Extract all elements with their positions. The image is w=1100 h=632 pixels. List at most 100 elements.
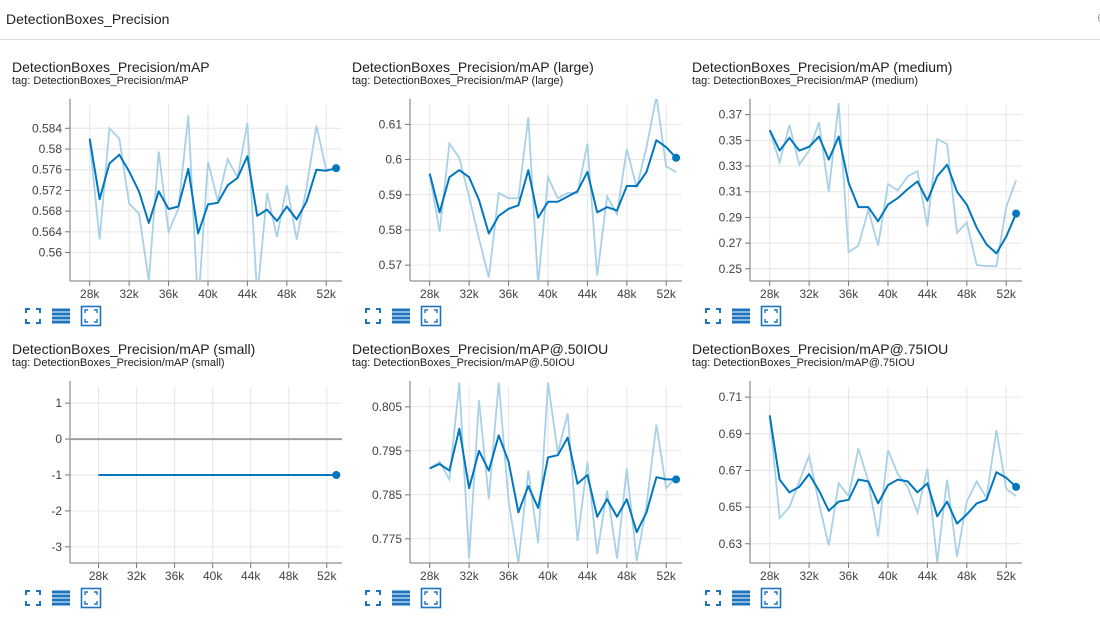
- x-tick-label: 44k: [578, 569, 598, 583]
- chart-card: DetectionBoxes_Precision/mAP@.50IOU tag: …: [352, 341, 682, 623]
- show-data-button[interactable]: [730, 587, 752, 609]
- y-tick-label: 0.27: [719, 236, 743, 250]
- x-tick-label: 52k: [997, 287, 1017, 301]
- expand-chart-button[interactable]: [22, 305, 44, 327]
- list-icon: [392, 308, 410, 324]
- fit-domain-icon: [760, 587, 782, 609]
- fit-domain-icon: [80, 305, 102, 327]
- y-tick-label: 0.67: [719, 463, 743, 477]
- fit-domain-button[interactable]: [80, 587, 102, 609]
- chart-tag: tag: DetectionBoxes_Precision/mAP@.75IOU: [692, 357, 915, 369]
- line-chart[interactable]: 0.57 0.58 0.59 0.6 0.61 28k 32k 36k 40k 44k 48k 52k: [352, 93, 682, 303]
- y-tick-label: 0.805: [372, 400, 402, 414]
- y-tick-label: 0.69: [719, 427, 743, 441]
- y-tick-label: 0.31: [719, 185, 743, 199]
- fit-domain-button[interactable]: [80, 305, 102, 327]
- fit-domain-button[interactable]: [760, 587, 782, 609]
- fullscreen-icon: [705, 308, 721, 324]
- chart-card: DetectionBoxes_Precision/mAP tag: Detecti…: [12, 59, 342, 341]
- line-chart[interactable]: 0.56 0.564 0.568 0.572 0.576 0.58 0.584 28k 32k 3…: [12, 93, 342, 303]
- chart-card: DetectionBoxes_Precision/mAP@.75IOU tag: …: [692, 341, 1022, 623]
- chart-tag: tag: DetectionBoxes_Precision/mAP (large…: [352, 75, 564, 87]
- last-value-marker[interactable]: [332, 164, 341, 173]
- fullscreen-icon: [365, 308, 381, 324]
- fit-domain-button[interactable]: [420, 305, 442, 327]
- fit-domain-button[interactable]: [760, 305, 782, 327]
- x-tick-label: 32k: [799, 287, 819, 301]
- x-tick-label: 32k: [127, 569, 147, 583]
- x-tick-label: 28k: [760, 287, 780, 301]
- x-tick-label: 48k: [617, 287, 637, 301]
- y-tick-label: 0.564: [32, 225, 62, 239]
- last-value-marker[interactable]: [672, 475, 681, 484]
- last-value-marker[interactable]: [672, 153, 681, 162]
- fit-domain-icon: [760, 305, 782, 327]
- y-tick-label: 0.572: [32, 183, 62, 197]
- y-tick-label: 0.6: [385, 153, 402, 167]
- x-tick-label: 32k: [799, 569, 819, 583]
- raw-series-line: [768, 103, 1017, 268]
- y-tick-label: 0.37: [719, 108, 743, 122]
- x-tick-label: 48k: [279, 569, 299, 583]
- plot-area: [768, 103, 1018, 268]
- x-tick-label: 52k: [317, 569, 337, 583]
- fit-domain-icon: [420, 305, 442, 327]
- list-icon: [392, 590, 410, 606]
- expand-chart-button[interactable]: [22, 587, 44, 609]
- fullscreen-icon: [705, 590, 721, 606]
- fit-domain-icon: [80, 587, 102, 609]
- last-value-marker[interactable]: [1012, 482, 1021, 491]
- expand-chart-button[interactable]: [362, 305, 384, 327]
- plot-area: [768, 415, 1017, 563]
- line-chart[interactable]: 0.25 0.27 0.29 0.31 0.33 0.35 0.37 28k 32k 36k 40k…: [692, 93, 1022, 303]
- chart-title: DetectionBoxes_Precision/mAP@.50IOU: [352, 341, 609, 357]
- show-data-button[interactable]: [390, 587, 412, 609]
- y-tick-label: 0.33: [719, 159, 743, 173]
- show-data-button[interactable]: [730, 305, 752, 327]
- raw-series-line: [88, 115, 337, 281]
- x-tick-label: 40k: [878, 569, 898, 583]
- y-tick-label: -1: [51, 468, 62, 482]
- x-tick-label: 36k: [839, 569, 859, 583]
- x-tick-label: 52k: [657, 287, 677, 301]
- show-data-button[interactable]: [50, 305, 72, 327]
- x-tick-label: 52k: [997, 569, 1017, 583]
- fullscreen-icon: [25, 590, 41, 606]
- chart-tag: tag: DetectionBoxes_Precision/mAP (small…: [12, 357, 225, 369]
- last-value-marker[interactable]: [332, 471, 341, 479]
- y-tick-label: 0.57: [379, 258, 403, 272]
- last-value-marker[interactable]: [1012, 209, 1021, 218]
- plot-area: [88, 115, 337, 281]
- x-tick-label: 28k: [420, 569, 440, 583]
- chart-tag: tag: DetectionBoxes_Precision/mAP@.50IOU: [352, 357, 575, 369]
- list-icon: [732, 308, 750, 324]
- expand-chart-button[interactable]: [702, 587, 724, 609]
- x-tick-label: 40k: [538, 287, 558, 301]
- line-chart[interactable]: 0.63 0.65 0.67 0.69 0.71 28k 32k 36k 40k 44k 48k 52…: [692, 375, 1022, 585]
- x-tick-label: 44k: [238, 287, 258, 301]
- line-chart[interactable]: -3 -2 -1 0 1 28k 32k 36k 40k 44k 48k 52k: [12, 375, 342, 585]
- smoothed-series-line: [429, 427, 677, 534]
- fit-domain-button[interactable]: [420, 587, 442, 609]
- line-chart[interactable]: 0.775 0.785 0.795 0.805 28k 32k 36k 40k 44k 48k 52…: [352, 375, 682, 585]
- x-tick-label: 40k: [198, 287, 218, 301]
- show-data-button[interactable]: [390, 305, 412, 327]
- x-tick-label: 28k: [80, 287, 100, 301]
- chart-title: DetectionBoxes_Precision/mAP@.75IOU: [692, 341, 949, 357]
- y-tick-label: 0.29: [719, 210, 743, 224]
- expand-chart-button[interactable]: [702, 305, 724, 327]
- expand-chart-button[interactable]: [362, 587, 384, 609]
- x-tick-label: 48k: [957, 569, 977, 583]
- x-tick-label: 28k: [420, 287, 440, 301]
- list-icon: [52, 308, 70, 324]
- section-card-count: 6: [1097, 11, 1100, 25]
- fullscreen-icon: [365, 590, 381, 606]
- x-tick-label: 44k: [918, 287, 938, 301]
- x-tick-label: 36k: [499, 287, 519, 301]
- chart-title: DetectionBoxes_Precision/mAP (large): [352, 59, 594, 75]
- raw-series-line: [768, 415, 1017, 563]
- show-data-button[interactable]: [50, 587, 72, 609]
- chart-card: DetectionBoxes_Precision/mAP (large) tag:…: [352, 59, 682, 341]
- y-tick-label: 0.795: [372, 444, 402, 458]
- section-header[interactable]: DetectionBoxes_Precision 6: [0, 0, 1100, 40]
